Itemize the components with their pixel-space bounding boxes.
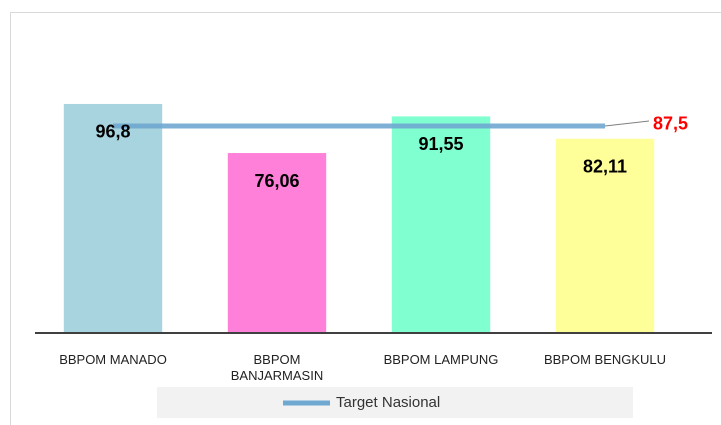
value-label: 76,06 (254, 171, 299, 191)
x-tick-label: BBPOM MANADO (59, 352, 167, 367)
value-label: 96,8 (95, 122, 130, 142)
x-tick-label: BBPOM BANJARMASIN (230, 352, 324, 383)
x-label-box: BBPOM MANADO (59, 352, 167, 367)
x-tick-label: BBPOM BENGKULU (543, 352, 667, 367)
x-tick-label: BBPOM LAMPUNG (383, 352, 499, 367)
bar (227, 153, 327, 333)
target-leader (604, 120, 650, 127)
value-label: 82,11 (583, 156, 627, 176)
target-label: 87,5 (653, 114, 688, 134)
x-label-box: BBPOM BENGKULU (543, 352, 667, 367)
legend-box (157, 387, 633, 418)
x-label-box: BBPOM LAMPUNG (383, 352, 499, 367)
bar (555, 138, 655, 333)
bar (63, 103, 163, 334)
legend-label: Target Nasional (336, 394, 440, 411)
x-label-box: BBPOM BANJARMASIN (230, 352, 324, 383)
value-label: 91,55 (418, 134, 463, 154)
bar (391, 116, 491, 333)
